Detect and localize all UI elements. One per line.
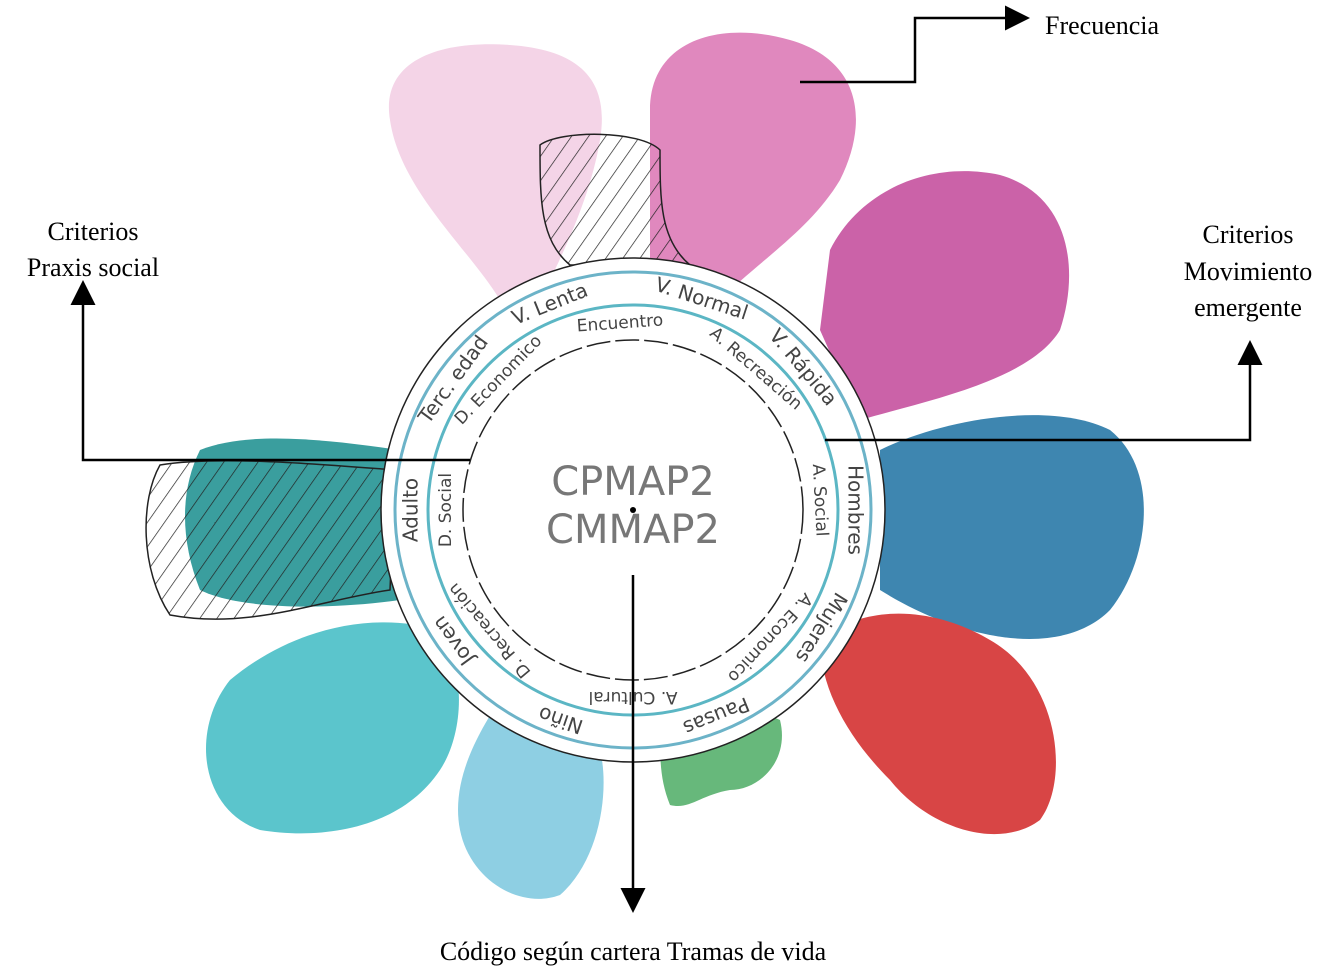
hatch-bump: [539, 133, 693, 266]
annotation: Praxis social: [27, 253, 159, 282]
center-dot: [630, 507, 636, 513]
annotation: Frecuencia: [1045, 11, 1160, 40]
hatch-bump: [145, 459, 396, 620]
petal: [820, 171, 1070, 420]
petal: [206, 622, 459, 834]
annotation: Criterios: [1203, 220, 1294, 249]
center-code: CMMAP2: [546, 507, 720, 553]
ring-label: D. Social: [436, 473, 456, 547]
annotation: Criterios: [48, 217, 139, 246]
petals: [145, 32, 1144, 899]
center-code: CPMAP2: [551, 459, 715, 505]
petal: [650, 32, 856, 300]
petal: [880, 415, 1144, 639]
annotation: emergente: [1194, 293, 1302, 322]
ring-label: Hombres: [844, 465, 868, 555]
rings: [380, 257, 886, 763]
annotation: Código según cartera Tramas de vida: [440, 937, 827, 966]
arrows: [70, 5, 1263, 913]
ring-label: A. Social: [808, 463, 832, 536]
arrow: [800, 5, 1030, 84]
arrow: [70, 280, 470, 462]
arrow: [825, 340, 1263, 442]
ring-label: Adulto: [399, 478, 423, 542]
petal: [820, 613, 1056, 835]
annotation: Movimiento: [1184, 257, 1313, 286]
